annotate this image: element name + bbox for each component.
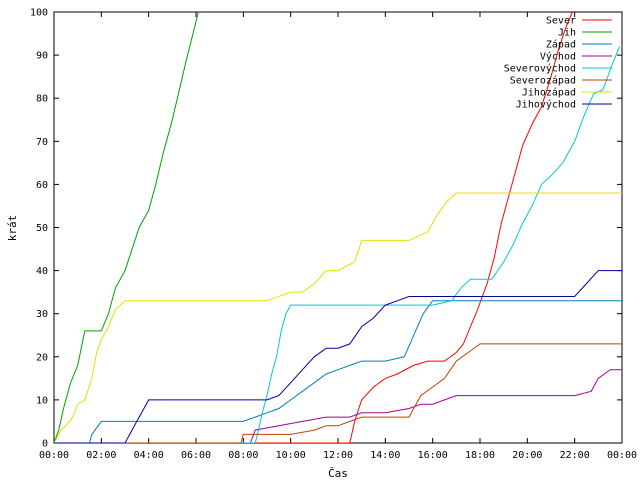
series-line-7	[54, 270, 622, 443]
legend-label: Jihozápad	[522, 87, 576, 99]
y-tick-label: 70	[36, 137, 48, 148]
y-tick-label: 50	[36, 223, 48, 234]
series-layer	[54, 12, 622, 443]
x-tick-label: 04:00	[134, 450, 164, 461]
x-tick-label: 18:00	[465, 450, 495, 461]
y-tick-label: 0	[42, 439, 48, 450]
y-tick-label: 80	[36, 94, 48, 105]
x-tick-label: 12:00	[323, 450, 353, 461]
series-line-6	[54, 192, 622, 443]
x-axis-title: Čas	[328, 467, 348, 480]
x-tick-label: 08:00	[228, 450, 258, 461]
y-tick-label: 30	[36, 309, 48, 320]
x-tick-label: 22:00	[560, 450, 590, 461]
series-line-5	[54, 343, 622, 443]
series-line-1	[54, 12, 199, 443]
y-tick-label: 20	[36, 352, 48, 363]
y-axis-title: krát	[6, 215, 19, 242]
x-tick-label: 20:00	[512, 450, 542, 461]
series-line-3	[54, 369, 622, 443]
legend-label: Severovýchod	[504, 63, 576, 75]
y-tick-label: 100	[30, 8, 48, 19]
y-tick-label: 60	[36, 180, 48, 191]
legend-label: Severozápad	[510, 75, 576, 87]
y-axis-ticks: 0 10 20 30 40 50 60 70 80 90 100	[30, 8, 622, 450]
legend-label: Sever	[546, 16, 576, 27]
x-tick-label: 00:00	[39, 450, 69, 461]
x-tick-label: 00:00	[607, 450, 637, 461]
series-line-2	[54, 300, 622, 443]
legend: SeverJihZápadVýchodSeverovýchodSeverozáp…	[504, 16, 612, 111]
series-line-4	[54, 46, 621, 443]
x-tick-label: 14:00	[370, 450, 400, 461]
legend-label: Jihovýchod	[516, 99, 576, 111]
x-axis-ticks: 00:00 02:00 04:00 06:00 08:00 10:00 12:00 14:00…	[39, 12, 637, 461]
x-tick-label: 02:00	[86, 450, 116, 461]
y-tick-label: 40	[36, 266, 48, 277]
legend-label: Jih	[558, 28, 576, 39]
y-tick-label: 90	[36, 51, 48, 62]
x-tick-label: 10:00	[276, 450, 306, 461]
legend-label: Východ	[540, 51, 576, 63]
y-tick-label: 10	[36, 395, 48, 406]
series-line-0	[54, 12, 573, 443]
legend-label: Západ	[546, 39, 576, 51]
x-tick-label: 16:00	[418, 450, 448, 461]
x-tick-label: 06:00	[181, 450, 211, 461]
